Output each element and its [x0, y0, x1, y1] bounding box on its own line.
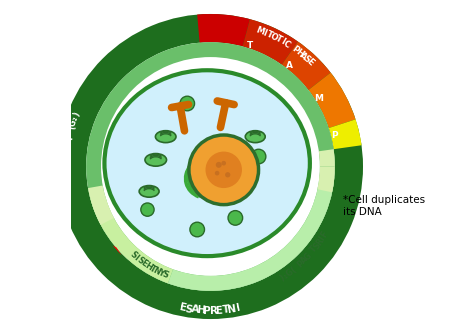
- Text: S: S: [128, 250, 138, 260]
- Text: E: E: [63, 172, 72, 178]
- Circle shape: [228, 210, 243, 225]
- Text: N: N: [151, 265, 162, 277]
- Text: Y: Y: [156, 268, 165, 278]
- Text: N: N: [227, 303, 237, 315]
- Text: A: A: [191, 304, 200, 315]
- Circle shape: [216, 162, 222, 168]
- Text: T: T: [265, 30, 274, 40]
- Wedge shape: [282, 42, 331, 90]
- Text: C: C: [282, 39, 292, 50]
- Text: C: C: [63, 167, 72, 173]
- Text: *Cell duplicates
its DNA: *Cell duplicates its DNA: [343, 195, 425, 217]
- Text: T: T: [273, 34, 283, 45]
- Text: ): ): [72, 111, 82, 118]
- Text: M: M: [255, 25, 266, 37]
- Text: R: R: [314, 237, 325, 247]
- Text: E: E: [139, 258, 149, 269]
- Text: I: I: [262, 28, 268, 38]
- Text: P: P: [331, 131, 337, 140]
- Text: O: O: [63, 162, 72, 169]
- Text: P: P: [296, 258, 306, 269]
- Text: M: M: [314, 94, 323, 103]
- Text: E: E: [216, 305, 224, 316]
- Text: T: T: [309, 245, 319, 255]
- Text: G: G: [68, 119, 79, 128]
- Text: ₂: ₂: [70, 116, 80, 122]
- Text: G: G: [302, 251, 313, 262]
- Text: G: G: [284, 267, 295, 278]
- Text: A: A: [298, 50, 308, 61]
- Wedge shape: [318, 166, 335, 192]
- Circle shape: [206, 152, 242, 188]
- Text: S: S: [135, 255, 145, 266]
- Text: I: I: [235, 303, 241, 313]
- Text: A: A: [299, 255, 310, 266]
- Text: (: (: [289, 265, 298, 275]
- Wedge shape: [58, 14, 363, 319]
- Wedge shape: [197, 14, 250, 46]
- Text: T: T: [147, 263, 157, 274]
- Text: D: D: [63, 153, 72, 160]
- Polygon shape: [113, 245, 122, 255]
- Circle shape: [141, 203, 154, 216]
- Text: F: F: [319, 229, 330, 238]
- Text: R: R: [210, 306, 218, 316]
- Ellipse shape: [145, 154, 166, 166]
- Text: S: S: [161, 270, 170, 280]
- Text: ₁: ₁: [282, 271, 290, 280]
- Wedge shape: [329, 119, 362, 149]
- Ellipse shape: [245, 131, 265, 143]
- Text: O: O: [269, 31, 279, 43]
- Text: E: E: [305, 57, 316, 68]
- Text: H: H: [197, 305, 206, 316]
- Wedge shape: [88, 185, 114, 225]
- Text: (: (: [67, 125, 77, 131]
- Text: S: S: [63, 176, 72, 183]
- Circle shape: [180, 96, 194, 111]
- Text: I: I: [132, 253, 140, 262]
- Text: ): ): [278, 273, 286, 283]
- Text: S: S: [311, 241, 322, 251]
- Wedge shape: [86, 42, 335, 291]
- Circle shape: [189, 135, 258, 205]
- Wedge shape: [168, 176, 334, 291]
- Text: H: H: [293, 47, 305, 58]
- Text: N: N: [63, 157, 72, 165]
- Text: G: G: [64, 143, 73, 151]
- Circle shape: [215, 171, 219, 175]
- Text: I: I: [279, 37, 286, 46]
- Text: P: P: [65, 133, 75, 141]
- Wedge shape: [319, 149, 335, 166]
- Ellipse shape: [104, 70, 310, 256]
- Text: A: A: [285, 61, 292, 70]
- Text: H: H: [143, 261, 153, 272]
- Text: E: E: [178, 302, 187, 314]
- Text: P: P: [290, 44, 300, 55]
- Ellipse shape: [139, 185, 159, 197]
- Wedge shape: [91, 195, 173, 283]
- Circle shape: [251, 149, 266, 164]
- Circle shape: [225, 172, 230, 177]
- Ellipse shape: [155, 131, 176, 143]
- Wedge shape: [309, 73, 356, 128]
- Text: A: A: [64, 138, 74, 146]
- Circle shape: [190, 222, 204, 237]
- Text: P: P: [203, 306, 211, 316]
- Text: S: S: [184, 304, 193, 315]
- Text: I: I: [318, 234, 327, 242]
- Text: T: T: [247, 41, 253, 50]
- Circle shape: [221, 161, 226, 166]
- Text: T: T: [222, 305, 230, 315]
- Wedge shape: [243, 19, 298, 65]
- Text: S: S: [301, 54, 312, 64]
